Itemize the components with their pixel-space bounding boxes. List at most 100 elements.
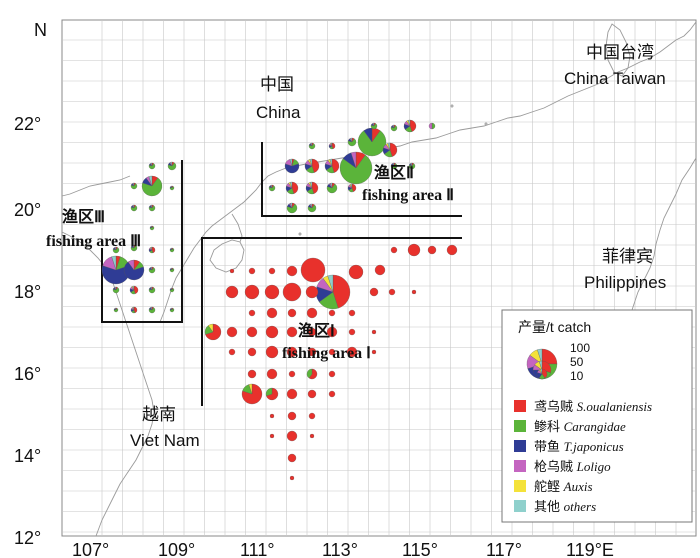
legend-label: 其他 others [534,499,596,514]
lat-label-14: 14° [14,446,41,466]
pie-slice [309,433,315,439]
north-label: N [34,20,47,40]
legend-size-10: 10 [570,369,584,383]
lat-label-20: 20° [14,200,41,220]
catch-pie [306,307,318,319]
vietnam-cn-label: 越南 [142,405,176,424]
pie-slice [411,289,417,295]
catch-pie [148,246,156,254]
catch-pie [129,285,139,295]
catch-pie [328,348,336,356]
legend-size-key [526,348,558,380]
catch-pie [169,185,175,191]
pie-slice [326,326,338,338]
catch-pie [286,326,298,338]
legend-label-latin: others [564,499,597,514]
catch-pie [286,265,298,277]
legend-size-100: 100 [570,341,590,355]
taiwan-en-label: China Taiwan [564,69,666,88]
pie-slice [150,204,153,209]
legend: 产量/t catch 100 50 10 鸢乌贼 S.oualaniensis 鲹… [501,309,693,523]
pie-slice [348,309,356,317]
catch-pie [382,142,398,158]
pie-slice [409,119,417,132]
pie-slice [226,326,238,338]
catch-pie [427,245,437,255]
pie-slice [306,307,318,319]
catch-pie [228,348,236,356]
pie-slice [310,203,313,209]
pie-slice [248,383,253,395]
legend-label: 舵鲣 Auxis [534,479,593,494]
pie-slice [539,360,543,371]
catch-pie [248,309,256,317]
catch-pie [289,475,295,481]
pie-slice [369,287,379,297]
catch-pie [374,264,386,276]
legend-label-cn: 鲹科 [534,419,564,434]
pie-slice [537,348,543,365]
catch-pie [113,307,119,313]
legend-title: 产量/t catch [518,319,591,335]
pie-slice [132,182,135,187]
pie-slice [115,307,117,311]
catch-pie [536,368,548,380]
pie-slice [130,205,138,212]
catch-pie [266,307,278,319]
pie-slice [347,138,357,147]
catch-pie [204,323,222,341]
pie-slice [287,308,297,318]
pie-slice [248,309,256,317]
catch-pie [304,158,320,174]
catch-pie [308,412,316,420]
pie-slice [248,267,256,275]
catch-pie [149,225,155,231]
pie-slice [265,345,279,359]
catch-pie [305,181,319,195]
legend-swatch [514,400,526,412]
catch-pie [130,306,138,314]
catch-pie [248,267,256,275]
pie-slice [311,158,320,173]
catch-pie [246,326,258,338]
boundary-area3 [101,160,183,323]
pie-slice [431,122,436,130]
catch-pie [284,158,300,174]
catch-pie [346,346,358,358]
catch-pie [269,433,275,439]
catch-pie [288,370,296,378]
pie-slice [268,267,276,275]
catch-pie [371,329,377,335]
legend-label-cn: 鸢乌贼 [534,399,577,414]
pie-slice [540,368,543,375]
pie-slice [389,142,398,157]
legend-label-latin: Carangidae [564,419,626,434]
legend-label-latin: Auxis [563,479,593,494]
lat-label-22: 22° [14,114,41,134]
catch-pie [390,162,398,170]
catch-pie [307,347,317,357]
catch-pie [390,246,398,254]
pie-slice [371,349,377,355]
legend-swatch [514,440,526,452]
catch-pie [269,413,275,419]
pie-slice [308,368,318,380]
lon-label-113: 113° [322,540,358,558]
pie-slice [350,137,353,143]
pie-slice [268,185,276,192]
catch-pie [315,274,351,310]
catch-pie [148,306,156,314]
pie-slice [390,125,398,132]
legend-box [501,309,693,523]
pie-slice [244,284,260,300]
pie-slice [171,307,173,311]
catch-pie [347,183,357,193]
pie-slice [127,259,135,271]
catch-pie [307,327,317,337]
catch-pie [300,257,326,283]
pie-slice [289,158,293,167]
pie-slice [329,158,333,167]
catch-pie [268,184,276,192]
lon-label-117: 117° [486,540,522,558]
philippines-cn-label: 菲律宾 [602,247,653,266]
